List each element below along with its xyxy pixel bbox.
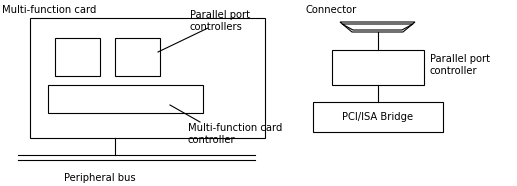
Text: Parallel port
controller: Parallel port controller: [430, 54, 490, 76]
Text: Multi-function card
controller: Multi-function card controller: [188, 123, 282, 145]
Text: Peripheral bus: Peripheral bus: [64, 173, 136, 183]
Bar: [30, 18, 265, 138]
Bar: [313, 102, 443, 132]
Bar: [332, 50, 424, 85]
Bar: [115, 38, 160, 76]
Bar: [48, 85, 203, 113]
Text: Parallel port
controllers: Parallel port controllers: [190, 10, 250, 32]
Text: Multi-function card: Multi-function card: [2, 5, 96, 15]
Polygon shape: [340, 22, 415, 32]
Polygon shape: [342, 24, 413, 30]
Bar: [55, 38, 100, 76]
Text: Connector: Connector: [305, 5, 356, 15]
Text: PCI/ISA Bridge: PCI/ISA Bridge: [342, 112, 414, 122]
